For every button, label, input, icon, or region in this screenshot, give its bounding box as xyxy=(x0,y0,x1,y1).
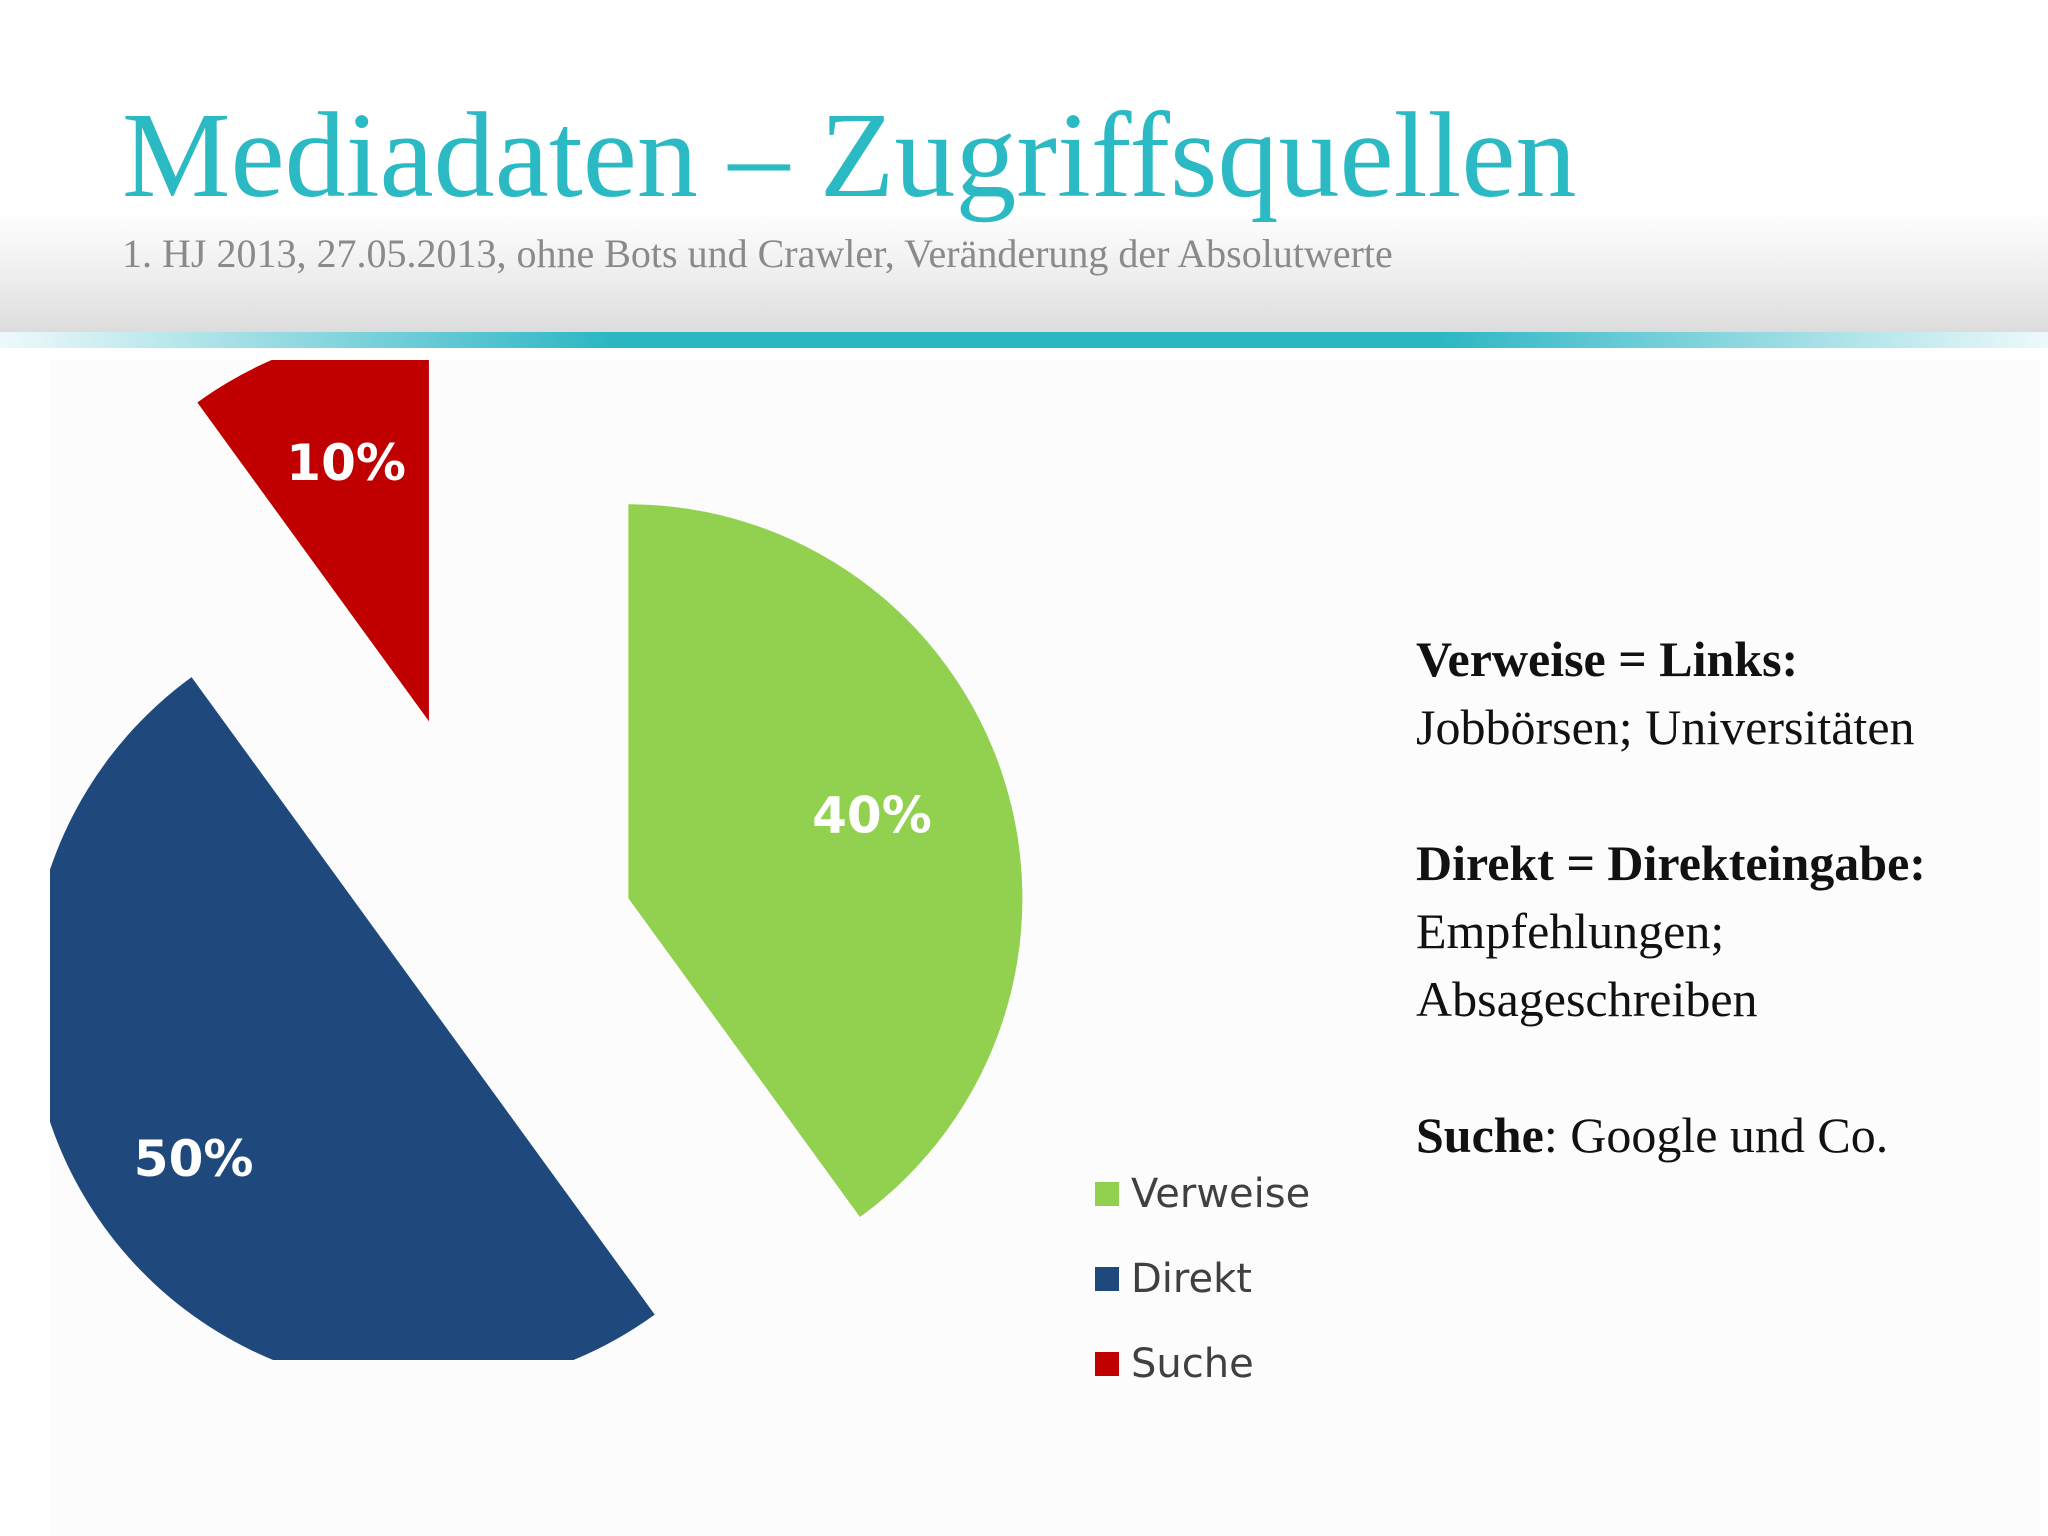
legend-item-verweise: Verweise xyxy=(1095,1171,1311,1217)
slide-subtitle: 1. HJ 2013, 27.05.2013, ohne Bots und Cr… xyxy=(122,231,1393,276)
legend-swatch-direkt xyxy=(1095,1267,1119,1291)
chart-legend: Verweise Direkt Suche xyxy=(1095,1171,1311,1427)
pie-slice-suche xyxy=(197,360,429,722)
note-sep-suche: : xyxy=(1543,1107,1558,1163)
note-desc-suche: Google und Co. xyxy=(1570,1107,1889,1163)
note-desc-verweise: Jobbörsen; Universitäten xyxy=(1416,699,1915,755)
pie-slice-verweise xyxy=(628,504,1023,1218)
header-band xyxy=(0,210,2048,332)
note-direkt: Direkt = Direkteingabe: Empfehlungen; Ab… xyxy=(1416,829,2036,1033)
note-verweise: Verweise = Links: Jobbörsen; Universität… xyxy=(1416,625,2036,761)
chart-area: 40% 50% 10% Verweise Direkt Suche xyxy=(50,360,2040,1536)
note-term-direkt: Direkt = Direkteingabe: xyxy=(1416,835,1926,891)
legend-item-direkt: Direkt xyxy=(1095,1256,1310,1302)
note-term-suche: Suche xyxy=(1416,1107,1544,1163)
pie-label-suche: 10% xyxy=(286,434,406,492)
pie-label-direkt: 50% xyxy=(134,1130,254,1188)
legend-item-suche: Suche xyxy=(1095,1341,1310,1387)
note-suche: Suche: Google und Co. xyxy=(1416,1101,2036,1169)
header-accent-bar xyxy=(0,332,2048,348)
legend-swatch-verweise xyxy=(1095,1182,1119,1206)
note-desc-direkt: Empfehlungen; Absageschreiben xyxy=(1416,903,1758,1027)
legend-label-suche: Suche xyxy=(1131,1341,1254,1387)
legend-label-direkt: Direkt xyxy=(1131,1256,1252,1302)
legend-swatch-suche xyxy=(1095,1352,1119,1376)
legend-label-verweise: Verweise xyxy=(1131,1171,1311,1217)
note-term-verweise: Verweise = Links: xyxy=(1416,631,1799,687)
notes-panel: Verweise = Links: Jobbörsen; Universität… xyxy=(1416,625,2036,1237)
pie-slice-direkt xyxy=(50,677,655,1360)
pie-chart: 40% 50% 10% xyxy=(50,360,1023,1360)
pie-label-verweise: 40% xyxy=(812,787,932,845)
slide-title: Mediadaten – Zugriffsquellen xyxy=(122,88,1577,223)
